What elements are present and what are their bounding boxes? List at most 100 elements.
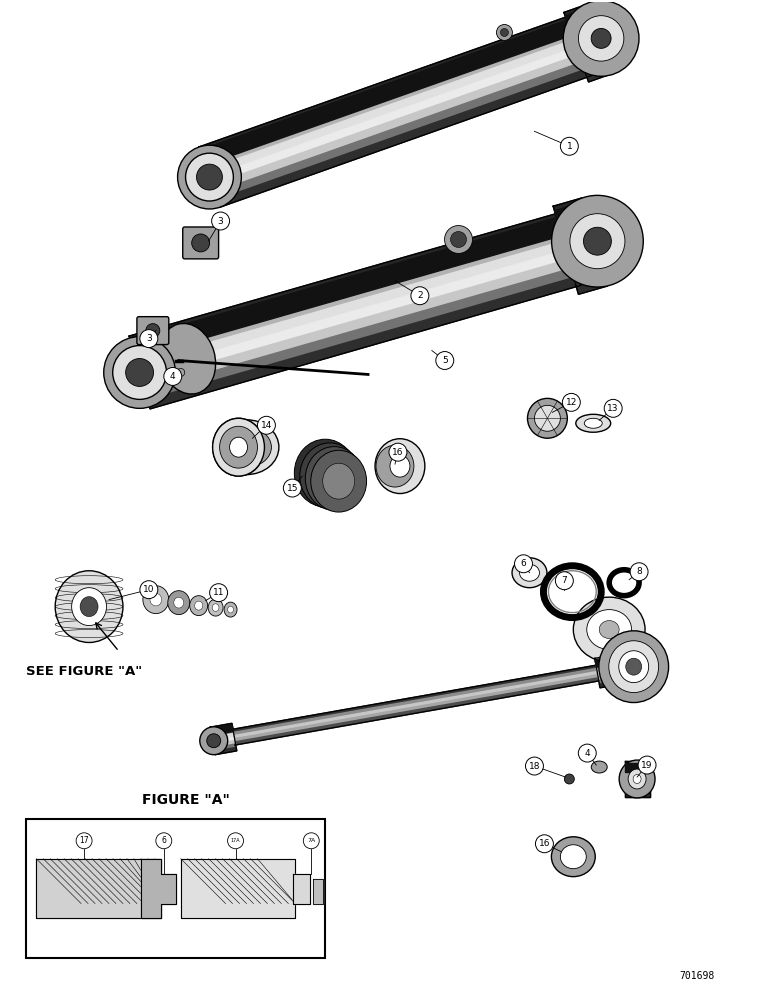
Polygon shape [573, 30, 600, 47]
Polygon shape [625, 770, 649, 775]
Polygon shape [625, 763, 649, 772]
Ellipse shape [212, 418, 265, 476]
Ellipse shape [619, 760, 655, 798]
Ellipse shape [229, 437, 248, 457]
Ellipse shape [224, 602, 237, 617]
Polygon shape [204, 31, 577, 170]
Polygon shape [572, 264, 604, 283]
Circle shape [389, 443, 407, 461]
Ellipse shape [626, 658, 642, 675]
Text: 3: 3 [218, 217, 223, 226]
Circle shape [113, 346, 167, 399]
Circle shape [564, 1, 639, 76]
Circle shape [552, 195, 643, 287]
Circle shape [638, 756, 656, 774]
Circle shape [164, 367, 181, 385]
Circle shape [445, 226, 472, 253]
FancyBboxPatch shape [137, 317, 169, 345]
Ellipse shape [208, 599, 223, 616]
Polygon shape [181, 859, 296, 918]
Circle shape [411, 287, 428, 305]
Polygon shape [212, 53, 586, 192]
Circle shape [283, 479, 301, 497]
Ellipse shape [312, 456, 347, 496]
Polygon shape [214, 744, 236, 751]
Circle shape [140, 581, 157, 599]
Polygon shape [564, 4, 591, 21]
Polygon shape [563, 231, 594, 250]
Polygon shape [137, 240, 571, 372]
Circle shape [536, 835, 554, 853]
Ellipse shape [628, 769, 646, 789]
Ellipse shape [219, 426, 258, 468]
Polygon shape [625, 766, 649, 770]
Polygon shape [141, 859, 176, 918]
Ellipse shape [72, 588, 107, 626]
Circle shape [126, 359, 154, 386]
Ellipse shape [143, 586, 169, 614]
Circle shape [451, 232, 466, 247]
Polygon shape [625, 779, 649, 783]
Text: 4: 4 [170, 372, 175, 381]
Polygon shape [585, 65, 612, 82]
Polygon shape [598, 672, 626, 680]
Ellipse shape [609, 641, 659, 693]
Polygon shape [209, 46, 583, 185]
Polygon shape [557, 209, 588, 228]
Text: 11: 11 [213, 588, 225, 597]
Polygon shape [599, 679, 628, 688]
Polygon shape [595, 655, 624, 667]
Circle shape [527, 398, 567, 438]
Polygon shape [565, 8, 594, 33]
Polygon shape [599, 676, 627, 684]
Text: 14: 14 [261, 421, 272, 430]
Circle shape [200, 727, 228, 755]
Ellipse shape [576, 414, 611, 432]
Circle shape [562, 393, 581, 411]
Polygon shape [147, 276, 581, 409]
Circle shape [526, 757, 543, 775]
Circle shape [500, 28, 509, 36]
Ellipse shape [190, 596, 208, 616]
Ellipse shape [619, 651, 648, 683]
Text: 6: 6 [520, 559, 527, 568]
Circle shape [630, 563, 648, 581]
Ellipse shape [633, 775, 641, 783]
Circle shape [228, 833, 243, 849]
Ellipse shape [80, 597, 98, 617]
Circle shape [185, 153, 233, 201]
Polygon shape [201, 23, 575, 162]
Ellipse shape [587, 610, 631, 649]
Circle shape [496, 25, 513, 40]
Ellipse shape [317, 460, 351, 497]
Polygon shape [625, 792, 649, 797]
Circle shape [555, 572, 574, 590]
Polygon shape [215, 747, 237, 755]
Polygon shape [625, 775, 649, 779]
Circle shape [303, 833, 320, 849]
Ellipse shape [305, 447, 363, 510]
Bar [26, 819, 325, 958]
Polygon shape [569, 253, 601, 272]
Ellipse shape [195, 601, 203, 610]
Ellipse shape [323, 463, 354, 499]
Text: 6: 6 [161, 836, 166, 845]
Circle shape [140, 330, 157, 348]
Polygon shape [210, 723, 232, 731]
Circle shape [156, 833, 172, 849]
Ellipse shape [229, 437, 248, 457]
Circle shape [584, 227, 611, 255]
Polygon shape [213, 741, 235, 748]
Ellipse shape [294, 439, 356, 507]
Text: 7A: 7A [307, 838, 316, 843]
Polygon shape [597, 665, 625, 673]
Polygon shape [567, 13, 594, 30]
Circle shape [212, 212, 229, 230]
Text: 3: 3 [146, 334, 152, 343]
Text: 1: 1 [567, 142, 572, 151]
Text: 701698: 701698 [679, 971, 715, 981]
Polygon shape [566, 242, 598, 261]
Text: 4: 4 [584, 749, 590, 758]
Text: 15: 15 [286, 484, 298, 493]
Polygon shape [142, 258, 576, 391]
